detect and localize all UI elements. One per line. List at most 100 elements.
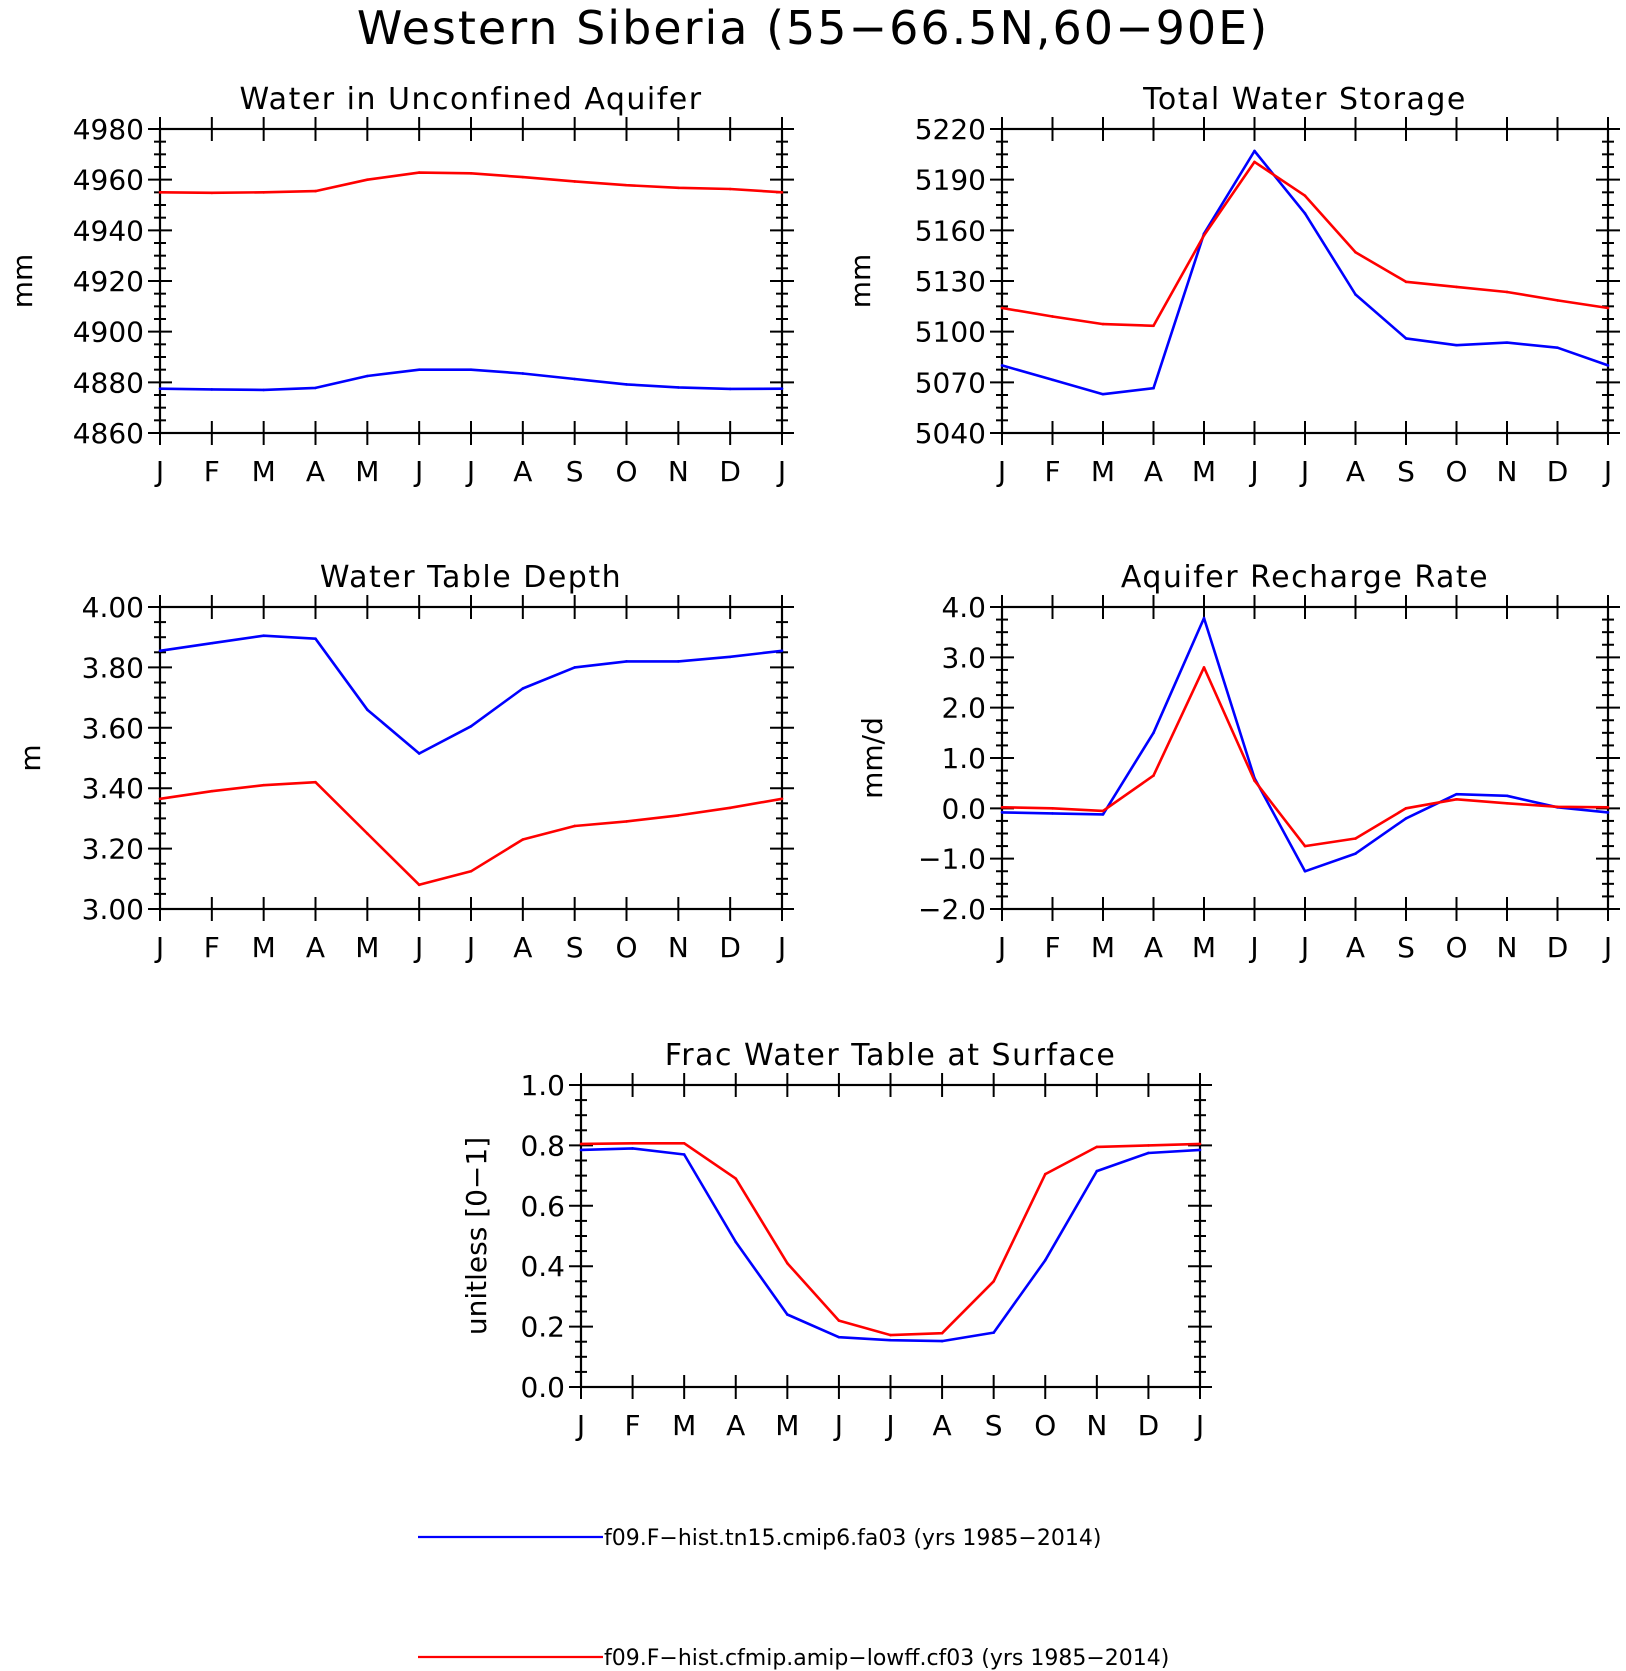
panel-title: Aquifer Recharge Rate [1121, 560, 1489, 595]
legend-entry-label: f09.F−hist.tn15.cmip6.fa03 (yrs 1985−201… [604, 1526, 1101, 1551]
panel-title: Frac Water Table at Surface [665, 1038, 1117, 1073]
data-point [417, 171, 421, 174]
data-point [210, 789, 214, 793]
plot-frame [1000, 127, 1610, 435]
data-point [1253, 160, 1256, 164]
data-point [780, 649, 784, 653]
data-point [521, 175, 525, 179]
x-tick-label: J [1248, 455, 1258, 488]
y-tick-label: 5190 [915, 164, 986, 197]
data-point [1000, 364, 1004, 367]
data-point [573, 377, 576, 381]
panel-water-table-depth: Water Table Depth m 3.00 3.20 3.40 3.60 3.80… [14, 560, 794, 964]
data-point [1404, 817, 1408, 820]
x-tick-label: M [1192, 455, 1216, 488]
y-tick-label: 5160 [915, 214, 986, 247]
data-point [1556, 805, 1559, 809]
x-tick-label: M [252, 455, 276, 488]
data-point [417, 368, 421, 371]
data-point [1404, 337, 1408, 340]
y-tick-label: 4920 [73, 265, 144, 298]
data-point [262, 783, 265, 787]
data-point [1505, 794, 1509, 798]
data-point [786, 1261, 789, 1265]
x-tick-label: J [154, 455, 164, 488]
data-point [366, 832, 369, 835]
data-point [1455, 343, 1458, 347]
data-point [625, 660, 628, 663]
data-point [780, 387, 784, 390]
data-point [1253, 149, 1256, 153]
data-point [1147, 1144, 1150, 1147]
data-point [210, 388, 214, 391]
data-point [579, 1142, 583, 1146]
x-tick-label: S [1397, 931, 1415, 964]
data-point [573, 666, 576, 669]
data-point [521, 372, 525, 375]
y-tick-label: 4940 [73, 214, 144, 247]
data-point [728, 806, 732, 810]
data-point [1303, 869, 1307, 873]
x-tick-label: S [566, 455, 584, 488]
x-tick-label: A [726, 1409, 745, 1442]
data-point [1051, 812, 1054, 815]
x-tick-label: N [1497, 455, 1518, 488]
data-point [1505, 290, 1509, 294]
data-point [682, 1153, 686, 1156]
data-point [1095, 1145, 1099, 1149]
y-tick-label: 2.0 [941, 692, 986, 725]
x-tick-label: O [615, 931, 637, 964]
y-tick-label: 4.00 [82, 591, 144, 624]
data-point [677, 186, 680, 190]
y-tick-label: 0.0 [941, 792, 986, 825]
x-tick-label: M [775, 1409, 799, 1442]
data-point [1556, 299, 1559, 302]
data-point [1303, 844, 1307, 848]
data-point [625, 383, 628, 386]
data-point [579, 1148, 583, 1152]
data-point [158, 649, 162, 653]
data-point [1354, 837, 1357, 840]
data-point [780, 797, 784, 801]
data-point [1051, 315, 1054, 318]
data-point [1152, 774, 1155, 777]
data-point [158, 387, 162, 390]
data-point [940, 1339, 944, 1343]
y-tick-label: 3.40 [82, 772, 144, 805]
x-tick-label: N [668, 455, 689, 488]
data-point [521, 687, 525, 690]
data-point [1505, 341, 1509, 344]
data-point [1303, 212, 1307, 215]
data-point [1354, 852, 1357, 855]
data-point [1455, 792, 1458, 796]
x-tick-label: M [355, 931, 379, 964]
data-point [262, 191, 265, 194]
x-tick-label: D [719, 931, 741, 964]
data-point [366, 374, 369, 378]
y-axis-label: mm [844, 254, 877, 309]
legend-entry-label: f09.F−hist.cfmip.amip−lowff.cf03 (yrs 19… [604, 1646, 1169, 1671]
x-tick-label: A [306, 455, 325, 488]
data-point [780, 191, 784, 194]
y-tick-label: 5040 [915, 417, 986, 450]
data-point [417, 752, 421, 755]
data-point [573, 824, 576, 828]
data-point [1152, 386, 1155, 390]
x-tick-label: J [1299, 931, 1309, 964]
x-tick-label: A [513, 455, 532, 488]
x-tick-label: J [884, 1409, 894, 1442]
y-tick-label: −1.0 [918, 843, 986, 876]
data-point [1051, 378, 1054, 382]
x-tick-label: N [1086, 1409, 1107, 1442]
y-tick-label: 3.00 [82, 893, 144, 926]
x-tick-label: O [1445, 931, 1467, 964]
data-point [1202, 616, 1206, 620]
y-tick-label: 0.6 [520, 1190, 565, 1223]
y-tick-label: 4900 [73, 316, 144, 349]
data-point [889, 1338, 892, 1342]
data-point [992, 1280, 995, 1283]
data-point [1101, 813, 1105, 816]
data-point [1606, 364, 1610, 367]
data-point [469, 172, 473, 175]
series-line-red [1001, 160, 1609, 328]
